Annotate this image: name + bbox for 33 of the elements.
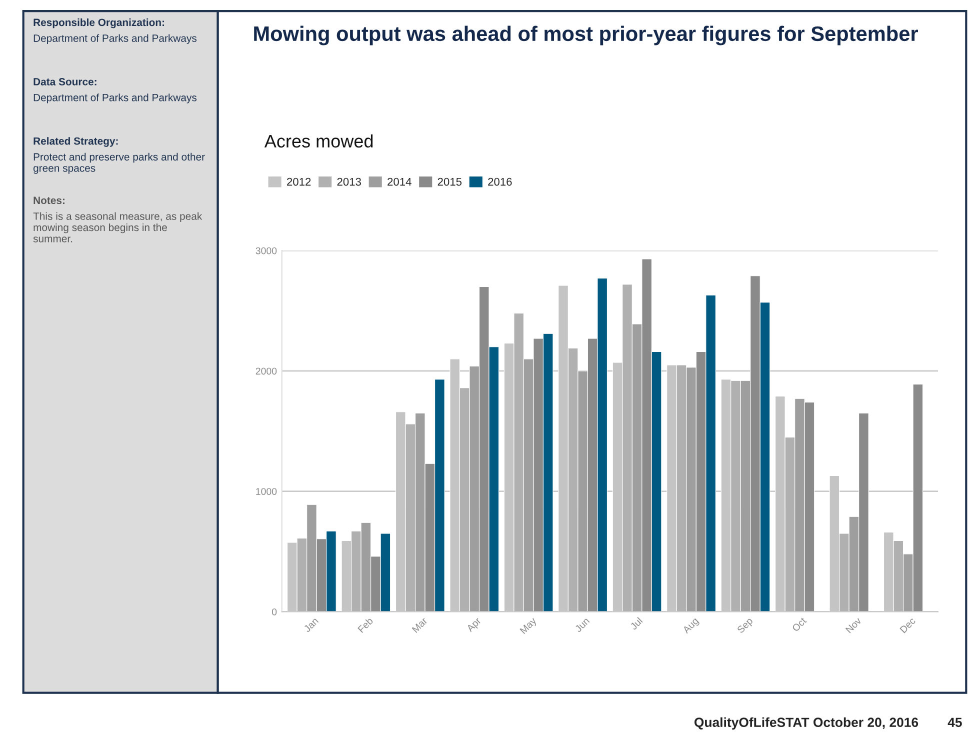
legend-label: 2013 — [337, 178, 361, 186]
chart-subtitle: Acres mowed — [264, 134, 373, 148]
x-tick-label: Dec — [900, 617, 916, 634]
text: Department of Parks and Parkways — [34, 94, 197, 104]
legend-label: 2015 — [438, 178, 462, 186]
text: Responsible Organization: — [34, 18, 164, 28]
text: 45 — [948, 718, 962, 728]
x-tick-label: Apr — [466, 616, 483, 634]
x-tick-label: Jul — [630, 617, 643, 630]
legend-label: 2012 — [287, 178, 311, 186]
text: QualityOfLifeSTAT October 20, 2016 — [694, 717, 918, 730]
x-tick-label: Oct — [792, 616, 807, 632]
y-tick-label: 0 — [272, 608, 277, 616]
x-tick-label: Sep — [736, 617, 755, 635]
x-tick-label: Jun — [574, 617, 590, 633]
legend-label: 2014 — [388, 178, 412, 186]
source-note: Data Source: — [34, 78, 96, 86]
x-tick-label: Aug — [682, 617, 700, 636]
y-tick-label: 2000 — [256, 368, 277, 375]
text: This is a seasonal measure, as peak mowing season begins in the summer. — [33, 212, 202, 242]
text: Protect and preserve parks and other green spaces — [33, 152, 205, 174]
x-tick-label: Jan — [303, 617, 319, 633]
text: Department of Parks and Parkways — [34, 34, 197, 44]
x-tick-label: Feb — [357, 616, 374, 633]
x-tick-label: May — [520, 616, 538, 636]
text: Notes: — [34, 196, 64, 204]
text: Related Strategy: — [34, 137, 118, 147]
y-tick-label: 3000 — [256, 247, 277, 254]
y-tick-label: 1000 — [256, 488, 277, 495]
x-tick-label: Nov — [845, 616, 862, 634]
legend-label: 2016 — [488, 178, 512, 186]
chart-title: Mowing output was ahead of most prior-year figures for September — [254, 26, 918, 46]
x-tick-label: Mar — [412, 616, 428, 633]
